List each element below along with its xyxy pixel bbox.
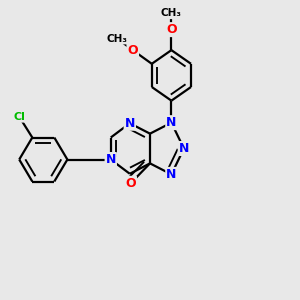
Text: N: N (124, 117, 135, 130)
Text: O: O (128, 44, 138, 57)
Text: N: N (179, 142, 189, 155)
Text: N: N (166, 116, 177, 129)
Text: Cl: Cl (13, 112, 25, 122)
Text: O: O (125, 177, 136, 190)
Text: N: N (106, 153, 116, 166)
Text: O: O (166, 23, 177, 36)
Text: N: N (166, 168, 177, 181)
Text: CH₃: CH₃ (107, 34, 128, 44)
Text: CH₃: CH₃ (161, 8, 182, 18)
